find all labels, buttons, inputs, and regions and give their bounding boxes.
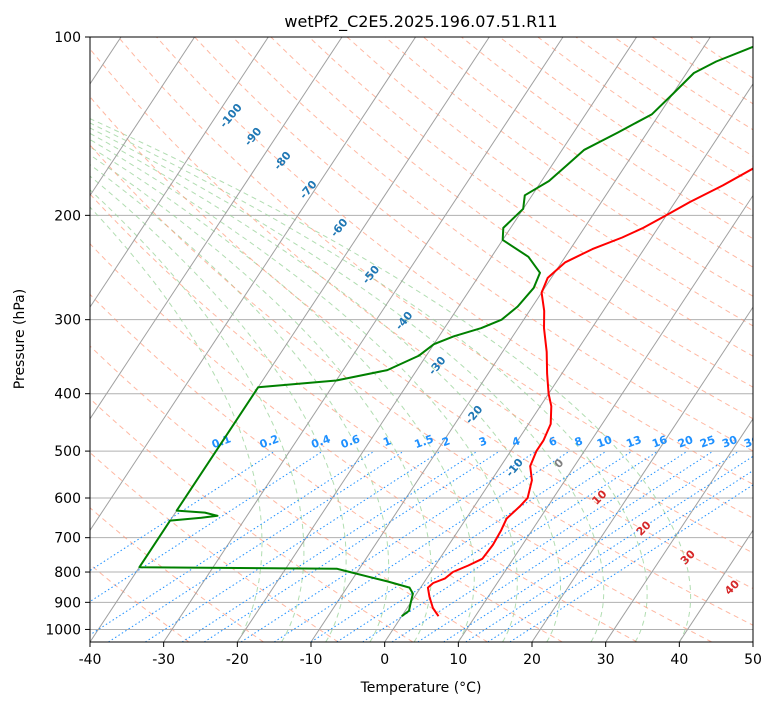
- mixing-ratio-label: 1.5: [413, 432, 436, 451]
- mixing-ratio-label: 10: [595, 433, 614, 451]
- isotherm-line: [90, 37, 196, 197]
- isotherm-line: [310, 37, 711, 642]
- mixing-ratio-label: 0.4: [309, 432, 332, 451]
- isotherm-line: [384, 83, 753, 642]
- plot-frame: [89, 36, 754, 643]
- x-tick-label: -20: [226, 652, 249, 668]
- mixing-ratio-line: [181, 450, 478, 642]
- moist-adiabat-line: [90, 154, 432, 642]
- dry-adiabat-line: [90, 144, 753, 626]
- mixing-ratio-line: [336, 450, 633, 642]
- temperature-profile-line: [426, 167, 753, 617]
- mixing-ratio-line: [273, 450, 570, 642]
- y-tick-label: 600: [54, 491, 81, 507]
- y-tick-label: 100: [54, 30, 81, 46]
- moist-adiabat-line: [90, 189, 305, 642]
- mixing-ratio-line: [240, 450, 537, 642]
- x-axis-ticks: -40 -30 -20 -10 0 10 20 30 40 50: [79, 642, 762, 668]
- dry-adiabat-line: [90, 345, 488, 642]
- dewpoint-profile-line: [138, 45, 753, 618]
- dry-adiabat-line: [90, 96, 753, 590]
- mixing-ratio-label: 20: [676, 433, 695, 451]
- dry-adiabat-line: [90, 243, 638, 642]
- mixing-ratio-label: 2: [440, 434, 452, 449]
- y-tick-label: 500: [54, 444, 81, 460]
- mixing-ratio-line: [145, 450, 441, 642]
- moist-adiabat-line: [90, 127, 605, 642]
- dry-adiabat-line: [90, 507, 264, 642]
- mixing-ratio-label: 0.6: [339, 432, 362, 451]
- dry-adiabat-line: [117, 37, 753, 519]
- dry-adiabat-line: [90, 451, 339, 642]
- isotherm-line: [236, 37, 638, 642]
- x-tick-label: -40: [79, 652, 102, 668]
- chart-title: wetPf2_C2E5.2025.196.07.51.R11: [284, 12, 557, 32]
- y-tick-label: 300: [54, 313, 81, 329]
- profile-series: [138, 45, 753, 618]
- moist-adiabat-line: [90, 164, 390, 642]
- plot-area: 0.1 0.2 0.4 0.6 1 1.5 2 3 4 6 8 10 13 16 20 25 30 36 -100…: [90, 37, 761, 642]
- isotherm-line: [90, 37, 417, 532]
- mixing-ratio-label: 1: [381, 434, 393, 449]
- isotherm-line: [457, 194, 753, 642]
- x-tick-label: 20: [523, 652, 541, 668]
- moist-adiabats: [90, 118, 692, 642]
- y-axis-ticks: 100 200 300 400 500 600 700 800 900 1000: [45, 30, 90, 638]
- y-tick-label: 400: [54, 387, 81, 403]
- y-tick-label: 200: [54, 208, 81, 224]
- mixing-ratio-line: [203, 450, 500, 642]
- x-tick-label: 50: [744, 652, 762, 668]
- isotherm-line: [90, 37, 269, 309]
- moist-adiabat-line: [90, 206, 263, 642]
- y-tick-label: 900: [54, 595, 81, 611]
- y-tick-label: 700: [54, 531, 81, 547]
- x-tick-label: 40: [670, 652, 688, 668]
- y-tick-label: 800: [54, 565, 81, 581]
- mixing-ratio-label: 6: [547, 434, 559, 449]
- isotherm-line: [163, 37, 564, 642]
- mixing-ratio-line: [391, 450, 688, 642]
- x-tick-label: -10: [300, 652, 323, 668]
- isotherm-line: [678, 529, 753, 642]
- isotherm-line: [531, 306, 753, 642]
- mixing-ratio-line: [487, 470, 753, 642]
- y-axis-label: Pressure (hPa): [12, 289, 28, 389]
- mixing-ratio-label: 13: [625, 433, 644, 450]
- mixing-ratio-label: 36: [742, 433, 761, 451]
- x-tick-label: 30: [597, 652, 615, 668]
- pressure-gridlines: [90, 37, 753, 630]
- dry-adiabat-line: [308, 37, 753, 357]
- mixing-ratio-line: [310, 450, 607, 642]
- x-tick-label: -30: [152, 652, 175, 668]
- mixing-ratio-label: 3: [477, 434, 489, 449]
- x-axis-label: Temperature (°C): [360, 680, 482, 696]
- mixing-ratio-lines: 0.1 0.2 0.4 0.6 1 1.5 2 3 4 6 8 10 13 16 20 25 30 36: [90, 432, 761, 642]
- mixing-ratio-line: [90, 450, 276, 572]
- mixing-ratio-label: 16: [650, 433, 669, 451]
- isotherm-line: [90, 37, 343, 420]
- x-tick-label: 10: [449, 652, 467, 668]
- mixing-ratio-label: 0.2: [258, 432, 281, 451]
- x-tick-label: 0: [380, 652, 389, 668]
- dry-adiabat-line: [232, 37, 753, 420]
- mixing-ratio-line: [108, 450, 405, 642]
- dry-adiabat-line: [384, 37, 753, 297]
- mixing-ratio-line: [362, 450, 659, 642]
- y-tick-label: 1000: [45, 622, 81, 638]
- moist-adiabat-line: [90, 175, 347, 642]
- mixing-ratio-label: 25: [698, 433, 717, 450]
- moist-adiabat-line: [90, 139, 518, 642]
- mixing-ratio-line: [465, 455, 753, 642]
- mixing-ratio-line: [443, 450, 740, 642]
- mixing-ratio-line: [90, 450, 324, 603]
- mixing-ratio-label: 4: [510, 434, 522, 449]
- skewed-isotherms: [90, 37, 753, 642]
- mixing-ratio-line: [417, 450, 714, 642]
- isotherm-line: [605, 417, 753, 642]
- mixing-ratio-label: 8: [573, 434, 585, 449]
- mixing-ratio-label: 30: [720, 433, 739, 451]
- mixing-ratio-line: [90, 450, 375, 636]
